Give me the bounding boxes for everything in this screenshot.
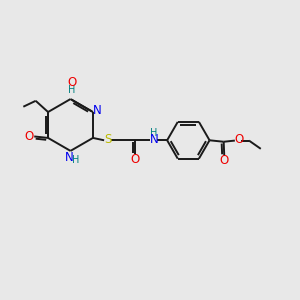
- Text: O: O: [220, 154, 229, 167]
- Text: H: H: [150, 128, 158, 138]
- Text: O: O: [25, 130, 34, 143]
- Text: S: S: [104, 133, 112, 146]
- Text: N: N: [92, 104, 101, 117]
- Text: O: O: [234, 134, 243, 146]
- Text: O: O: [130, 153, 140, 166]
- Text: H: H: [68, 85, 76, 94]
- Text: N: N: [65, 151, 74, 164]
- Text: O: O: [67, 76, 76, 89]
- Text: H: H: [72, 155, 80, 165]
- Text: N: N: [149, 133, 158, 146]
